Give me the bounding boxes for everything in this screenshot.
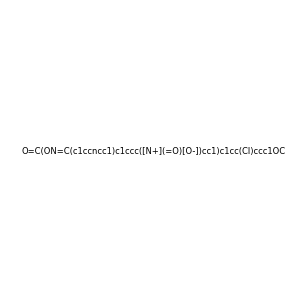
- Text: O=C(ON=C(c1ccncc1)c1ccc([N+](=O)[O-])cc1)c1cc(Cl)ccc1OC: O=C(ON=C(c1ccncc1)c1ccc([N+](=O)[O-])cc1…: [22, 147, 286, 156]
